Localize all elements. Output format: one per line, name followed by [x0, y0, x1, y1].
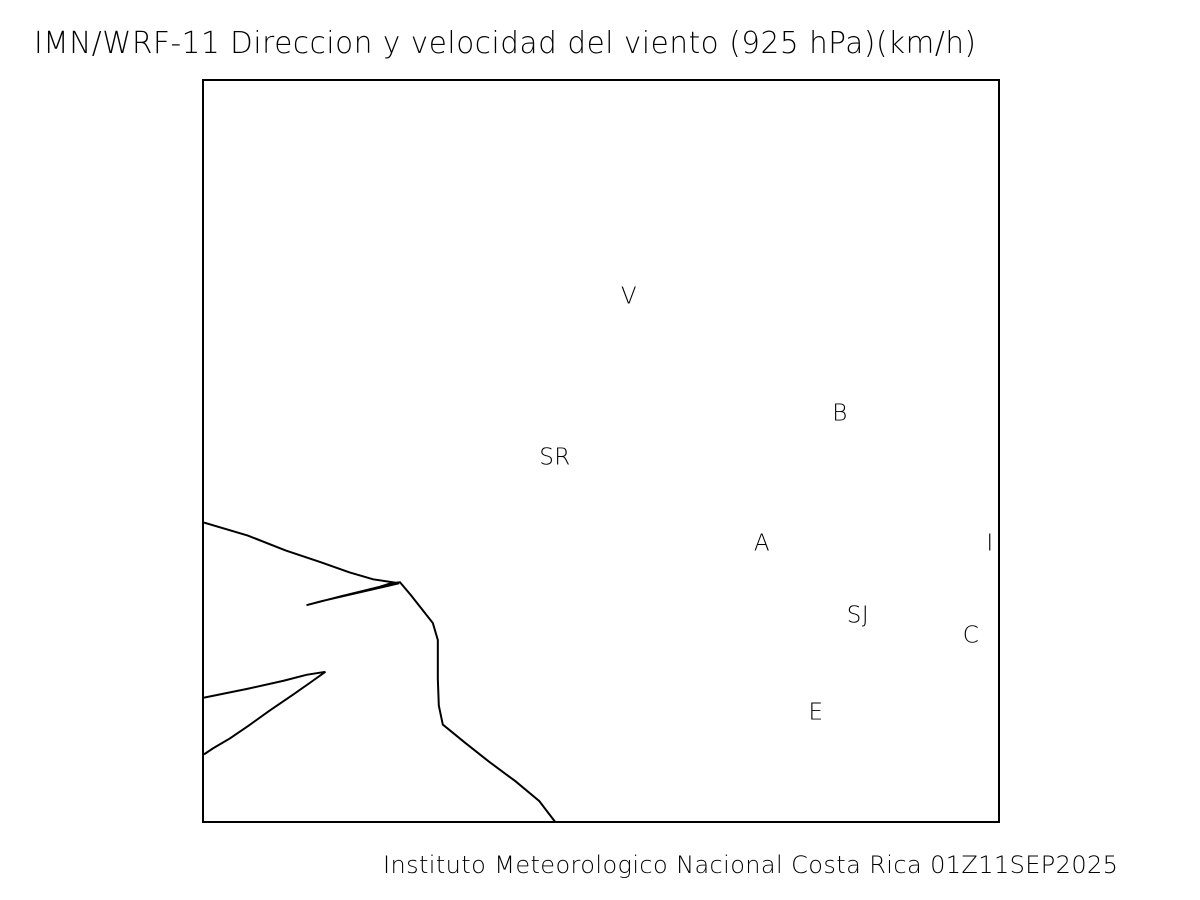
chart-footer: Instituto Meteorologico Nacional Costa R…: [383, 851, 1119, 879]
station-label-v: V: [620, 283, 638, 310]
coastline-overlay: [204, 521, 556, 821]
coastline-segment: [204, 670, 326, 756]
station-label-a: A: [753, 530, 771, 557]
coastline-polylines: [204, 521, 556, 821]
station-label-b: B: [832, 400, 848, 427]
station-label-e: E: [808, 699, 824, 726]
station-label-c: C: [962, 622, 980, 649]
station-label-sj: SJ: [846, 602, 870, 629]
page-title: IMN/WRF-11 Direccion y velocidad del vie…: [34, 26, 977, 61]
station-label-sr: SR: [539, 444, 571, 471]
coastline-segment: [204, 521, 556, 821]
station-label-i: I: [986, 530, 994, 557]
map-plot-frame[interactable]: V B SR A I SJ C E: [202, 79, 1000, 823]
